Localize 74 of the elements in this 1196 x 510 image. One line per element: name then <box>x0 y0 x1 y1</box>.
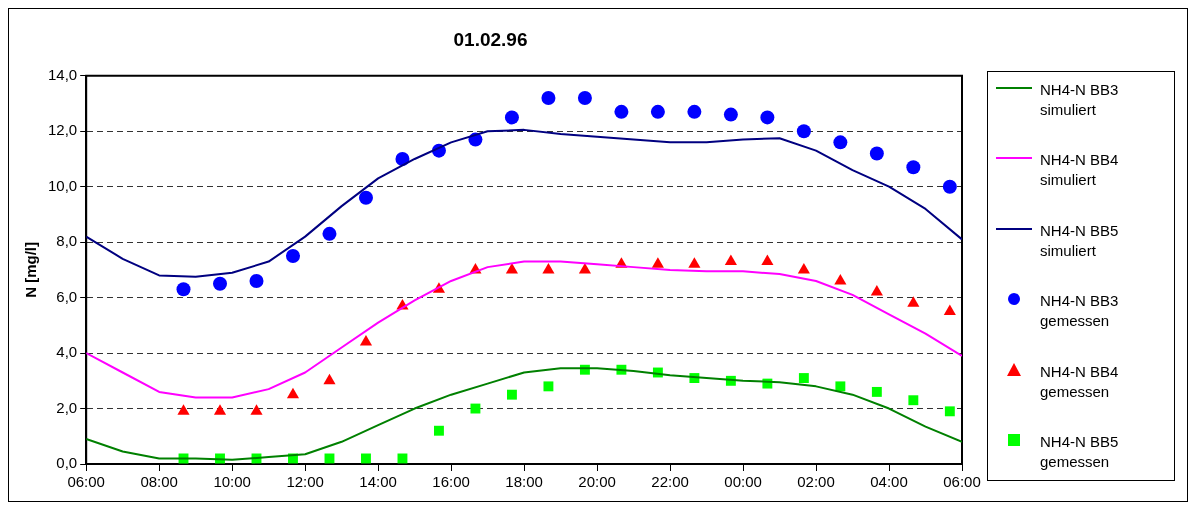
point <box>796 124 811 139</box>
point <box>213 276 227 291</box>
point <box>250 404 263 415</box>
y-axis-title: N [mg/l] <box>22 241 40 298</box>
x-tick-label: 06:00 <box>943 473 981 491</box>
point <box>285 249 300 264</box>
point <box>688 257 701 268</box>
y-tick-label: 14,0 <box>47 65 78 83</box>
x-tick-label: 18:00 <box>505 473 543 491</box>
point <box>286 387 300 399</box>
point <box>869 146 884 161</box>
point <box>359 334 373 346</box>
point <box>944 406 955 417</box>
point <box>724 254 737 266</box>
point <box>651 257 664 268</box>
chart-title: 01.02.96 <box>453 28 528 50</box>
point <box>835 381 846 392</box>
legend-label: NH4-N BB3 gemessen <box>1040 291 1120 332</box>
point <box>650 104 665 119</box>
y-tick-label: 2,0 <box>56 398 78 416</box>
point <box>543 381 554 392</box>
legend-label: NH4-N BB5 gemessen <box>1040 431 1120 472</box>
point <box>761 254 774 266</box>
point <box>323 373 336 385</box>
point <box>871 386 882 397</box>
point <box>541 90 556 105</box>
point <box>942 179 957 194</box>
x-tick-label: 08:00 <box>140 473 178 491</box>
legend-label: NH4-N BB5 simuliert <box>1040 220 1120 261</box>
y-tick-label: 0,0 <box>56 454 78 472</box>
point <box>358 190 373 205</box>
y-tick-label: 12,0 <box>47 121 78 139</box>
point <box>361 453 371 464</box>
x-tick-label: 02:00 <box>797 473 835 491</box>
legend-label: NH4-N BB4 gemessen <box>1040 361 1120 402</box>
point <box>723 107 738 122</box>
y-tick-label: 10,0 <box>47 176 78 194</box>
x-tick-label: 16:00 <box>432 473 470 491</box>
point <box>908 395 919 406</box>
x-tick-label: 12:00 <box>286 473 324 491</box>
point <box>834 273 847 285</box>
point <box>577 90 592 105</box>
point <box>907 296 920 307</box>
x-tick-label: 04:00 <box>870 473 908 491</box>
x-tick-label: 00:00 <box>724 473 762 491</box>
y-tick-label: 4,0 <box>56 343 78 361</box>
y-tick-label: 6,0 <box>56 287 78 305</box>
x-tick-label: 20:00 <box>578 473 616 491</box>
point <box>249 273 264 288</box>
point <box>322 226 337 241</box>
point <box>542 262 555 274</box>
point <box>504 110 519 125</box>
point <box>906 160 921 175</box>
y-tick-label: 8,0 <box>56 232 78 250</box>
point <box>687 104 702 119</box>
point <box>760 110 775 125</box>
point <box>470 403 481 414</box>
legend-label: NH4-N BB4 simuliert <box>1040 150 1120 191</box>
point <box>506 389 517 400</box>
point <box>434 425 444 436</box>
x-tick-label: 10:00 <box>213 473 251 491</box>
point <box>833 135 848 150</box>
point <box>798 373 809 383</box>
point <box>614 104 629 119</box>
legend-label: NH4-N BB3 simuliert <box>1040 80 1120 120</box>
point <box>943 304 956 315</box>
x-tick-label: 14:00 <box>359 473 397 491</box>
point <box>177 404 190 415</box>
x-tick-label: 06:00 <box>67 473 105 491</box>
point <box>213 404 227 415</box>
point <box>797 262 810 274</box>
point <box>870 285 883 296</box>
x-tick-label: 22:00 <box>651 473 689 491</box>
point <box>176 282 191 297</box>
